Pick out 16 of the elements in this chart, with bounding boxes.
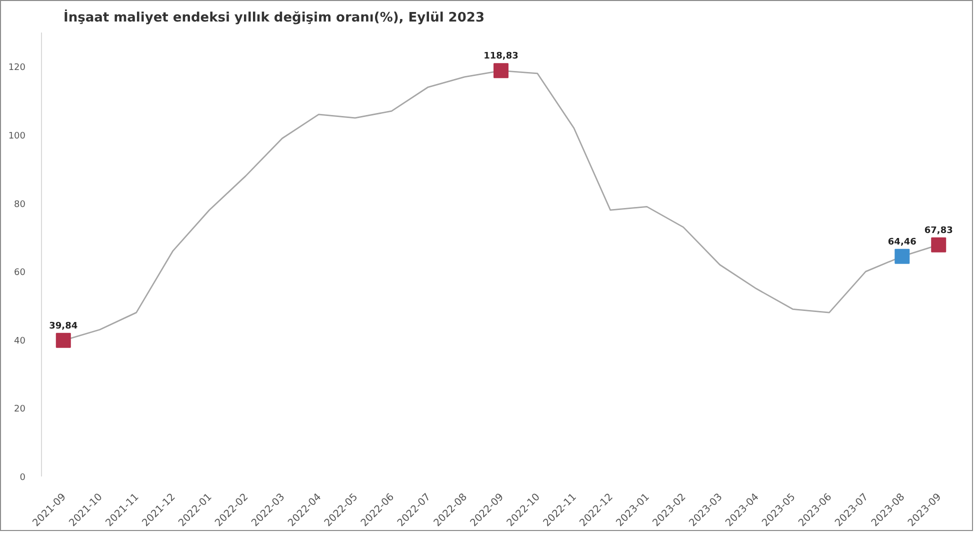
- chart-title: İnşaat maliyet endeksi yıllık değişim oranı(%), Eylül 2023: [64, 8, 484, 26]
- point: [931, 237, 946, 252]
- data-label: 64,46: [888, 237, 916, 248]
- point: [56, 332, 71, 348]
- y-tick-label: 60: [14, 268, 26, 278]
- data-label: 118,83: [484, 52, 518, 62]
- y-tick-label: 120: [8, 63, 26, 74]
- point: [494, 63, 508, 78]
- point: [894, 248, 910, 264]
- y-tick-label: 100: [8, 131, 26, 142]
- y-tick-label: 80: [14, 200, 26, 210]
- y-tick-label: 0: [20, 473, 26, 483]
- data-label: 39,84: [49, 321, 78, 332]
- y-tick-label: 40: [14, 336, 26, 346]
- y-tick-label: 20: [14, 404, 26, 415]
- data-label: 67,83: [924, 226, 953, 236]
